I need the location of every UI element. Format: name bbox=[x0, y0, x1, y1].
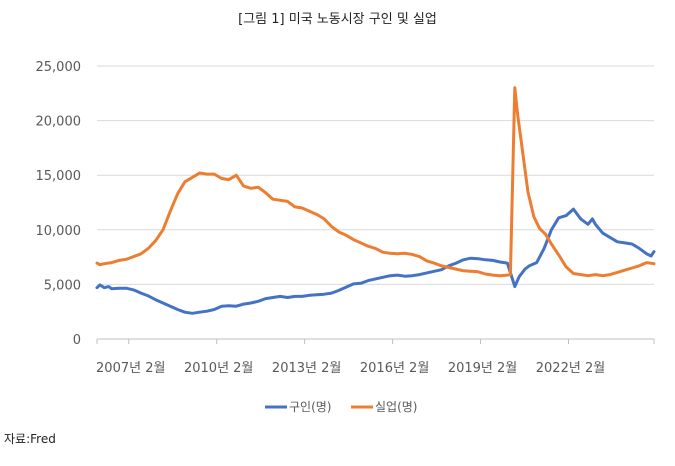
y-axis-ticks: 0 5,000 10,000 15,000 20,000 25,000 bbox=[36, 60, 82, 348]
x-axis-ticks: 2007년 2월 2010년 2월 2013년 2월 2016년 2월 2019년 2월… bbox=[96, 339, 655, 376]
legend-label-2: 실업(명) bbox=[375, 400, 417, 414]
legend: 구인(명) 실업(명) bbox=[265, 400, 417, 414]
x-tick-label: 2007년 2월 bbox=[96, 361, 165, 376]
series-line-1 bbox=[95, 207, 656, 315]
series-group bbox=[95, 86, 656, 315]
legend-label-1: 구인(명) bbox=[289, 400, 331, 414]
y-tick-label: 5,000 bbox=[44, 278, 81, 293]
x-tick-label: 2022년 2월 bbox=[536, 361, 605, 376]
source-note: 자료:Fred bbox=[4, 432, 56, 446]
x-tick-label: 2019년 2월 bbox=[448, 361, 517, 376]
y-tick-label: 25,000 bbox=[36, 60, 82, 75]
gridlines bbox=[97, 65, 654, 285]
y-tick-label: 20,000 bbox=[36, 115, 82, 130]
x-tick-label: 2016년 2월 bbox=[360, 361, 429, 376]
x-tick-label: 2010년 2월 bbox=[184, 361, 253, 376]
series-line-2 bbox=[95, 86, 656, 278]
chart-title: [그림 1] 미국 노동시장 구인 및 실업 bbox=[238, 12, 437, 27]
y-tick-label: 0 bbox=[73, 333, 81, 348]
y-tick-label: 15,000 bbox=[36, 169, 82, 184]
x-tick-label: 2013년 2월 bbox=[272, 361, 341, 376]
y-tick-label: 10,000 bbox=[36, 224, 82, 239]
